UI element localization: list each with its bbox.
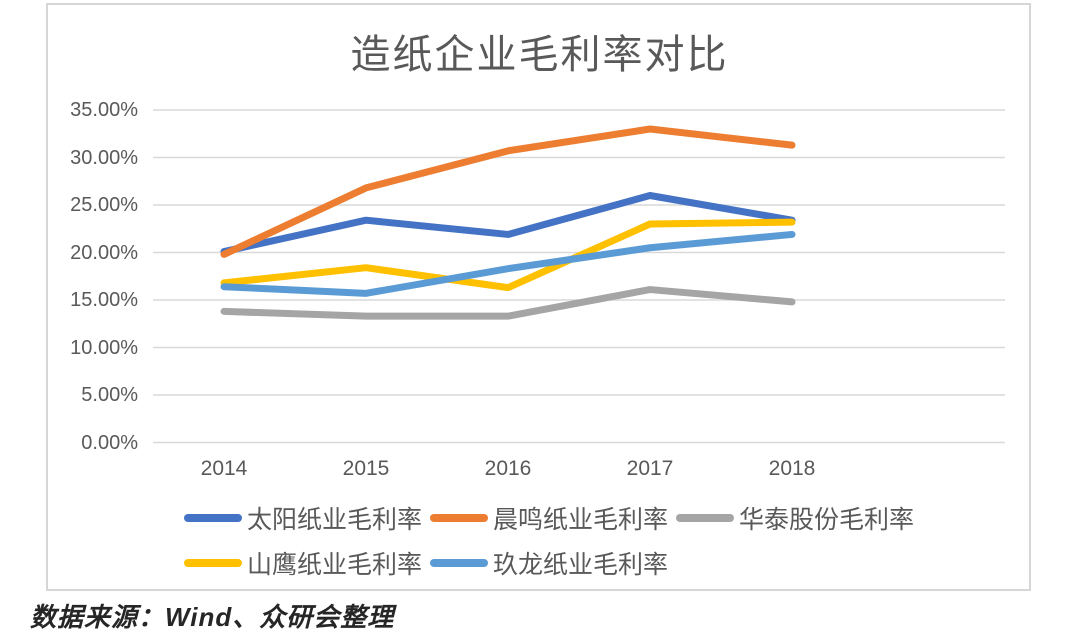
legend-swatch-icon	[184, 514, 242, 522]
y-axis-tick-label: 15.00%	[70, 289, 138, 311]
legend-item-山鹰纸业毛利率: 山鹰纸业毛利率	[184, 545, 422, 581]
series-line-玖龙纸业毛利率	[220, 230, 796, 297]
legend-label: 晨鸣纸业毛利率	[493, 506, 669, 534]
legend-swatch-icon	[184, 559, 242, 567]
x-axis-tick-label: 2014	[200, 457, 248, 480]
legend-label: 山鹰纸业毛利率	[247, 551, 423, 579]
x-axis-tick-label: 2018	[768, 457, 816, 480]
y-axis-tick-label: 10.00%	[70, 336, 138, 359]
legend-row: 太阳纸业毛利率 晨鸣纸业毛利率 华泰股份毛利率	[184, 500, 914, 536]
series-line-山鹰纸业毛利率	[220, 218, 796, 292]
y-axis-tick-label: 35.00%	[70, 99, 138, 121]
legend-item-玖龙纸业毛利率: 玖龙纸业毛利率	[430, 545, 668, 581]
legend-item-晨鸣纸业毛利率: 晨鸣纸业毛利率	[430, 500, 668, 536]
legend-label: 玖龙纸业毛利率	[493, 551, 669, 579]
legend-label: 太阳纸业毛利率	[247, 506, 423, 534]
chart-title: 造纸企业毛利率对比	[350, 33, 729, 77]
legend-swatch-icon	[430, 514, 489, 522]
x-axis-tick-label: 2017	[626, 457, 674, 480]
source-note: 数据来源：Wind、众研会整理	[30, 602, 395, 632]
legend-item-华泰股份毛利率: 华泰股份毛利率	[676, 500, 914, 536]
legend-swatch-icon	[676, 514, 735, 522]
legend-label: 华泰股份毛利率	[739, 506, 915, 534]
x-axis-tick-label: 2015	[342, 457, 390, 480]
series-line-晨鸣纸业毛利率	[220, 125, 796, 258]
series-line-华泰股份毛利率	[220, 286, 796, 320]
y-axis-tick-label: 0.00%	[81, 431, 138, 454]
y-axis-tick-label: 25.00%	[70, 194, 138, 216]
y-axis-tick-label: 20.00%	[70, 241, 138, 264]
legend-row: 山鹰纸业毛利率 玖龙纸业毛利率	[184, 546, 904, 580]
legend-swatch-icon	[430, 559, 489, 567]
y-axis-tick-label: 30.00%	[70, 146, 138, 169]
chart-frame	[46, 3, 1031, 591]
chart-legend: 太阳纸业毛利率 晨鸣纸业毛利率 华泰股份毛利率山鹰纸业毛利率 玖龙纸业毛利率	[184, 500, 914, 591]
series-line-太阳纸业毛利率	[220, 192, 796, 256]
x-axis-tick-label: 2016	[484, 457, 532, 480]
legend-item-太阳纸业毛利率: 太阳纸业毛利率	[184, 500, 422, 536]
y-axis-tick-label: 5.00%	[81, 384, 138, 406]
